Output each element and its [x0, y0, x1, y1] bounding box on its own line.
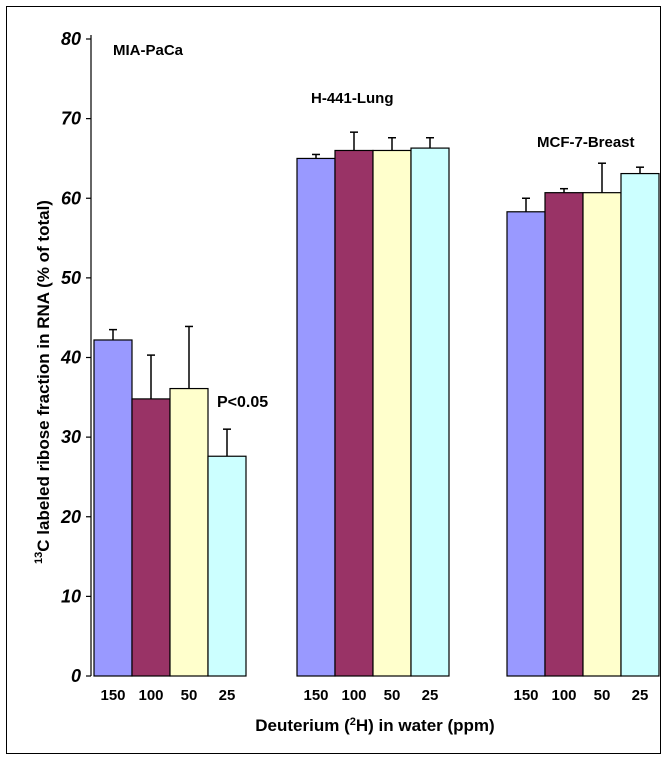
- x-tick-label: 50: [384, 687, 401, 704]
- y-tick-label: 70: [61, 109, 81, 129]
- group-label: H-441-Lung: [311, 90, 394, 107]
- bar: [169, 387, 209, 677]
- x-axis-title-post: H) in water (ppm): [356, 716, 495, 735]
- bar: [334, 149, 374, 677]
- y-tick-label: 10: [61, 586, 81, 606]
- y-tick-label: 0: [71, 666, 81, 686]
- bar: [410, 147, 450, 677]
- x-tick-label: 25: [219, 687, 236, 704]
- bar: [544, 192, 584, 677]
- y-axis-title: 13C labeled ribose fraction in RNA (% of…: [33, 200, 53, 564]
- significance-annotation: P<0.05: [217, 394, 268, 411]
- labels-layer: 150 100 50 25 MIA-PaCa 150 100 50 25 H-441-Lung 15…: [100, 42, 648, 704]
- y-axis-title-superscript: 13: [33, 552, 45, 564]
- x-tick-label: 100: [138, 687, 163, 704]
- y-tick-label: 60: [61, 188, 81, 208]
- x-tick-label: 100: [341, 687, 366, 704]
- y-tick-label: 20: [60, 507, 81, 527]
- x-tick-label: 25: [422, 687, 439, 704]
- bar: [582, 192, 622, 677]
- y-tick-label: 40: [60, 348, 81, 368]
- bar: [207, 455, 247, 677]
- bars-layer: [93, 131, 660, 677]
- bar: [372, 149, 412, 677]
- x-tick-label: 150: [513, 687, 538, 704]
- x-axis-title: Deuterium (2H) in water (ppm): [255, 716, 494, 735]
- y-axis-title-text: C labeled ribose fraction in RNA (% of t…: [34, 200, 53, 552]
- x-tick-label: 100: [551, 687, 576, 704]
- bar: [620, 172, 660, 677]
- y-tick-label: 30: [61, 427, 81, 447]
- y-tick-label: 50: [61, 268, 81, 288]
- x-tick-label: 50: [594, 687, 611, 704]
- x-tick-label: 50: [181, 687, 198, 704]
- y-axis: 0 10 20 30 40 50 60 70 80: [60, 29, 92, 686]
- x-axis-title-pre: Deuterium (: [255, 716, 350, 735]
- x-axis-title-sup: 2: [350, 716, 356, 728]
- bar: [93, 339, 133, 677]
- group-label: MCF-7-Breast: [537, 134, 635, 151]
- bar: [506, 211, 546, 677]
- bar: [296, 157, 336, 677]
- bar: [131, 398, 171, 677]
- x-tick-label: 150: [100, 687, 125, 704]
- group-label: MIA-PaCa: [113, 42, 184, 59]
- x-tick-label: 25: [632, 687, 649, 704]
- x-tick-label: 150: [303, 687, 328, 704]
- chart-frame: 0 10 20 30 40 50 60 70 80 150 100 50 25 MIA-PaCa 150 1…: [6, 6, 661, 754]
- y-tick-label: 80: [61, 29, 81, 49]
